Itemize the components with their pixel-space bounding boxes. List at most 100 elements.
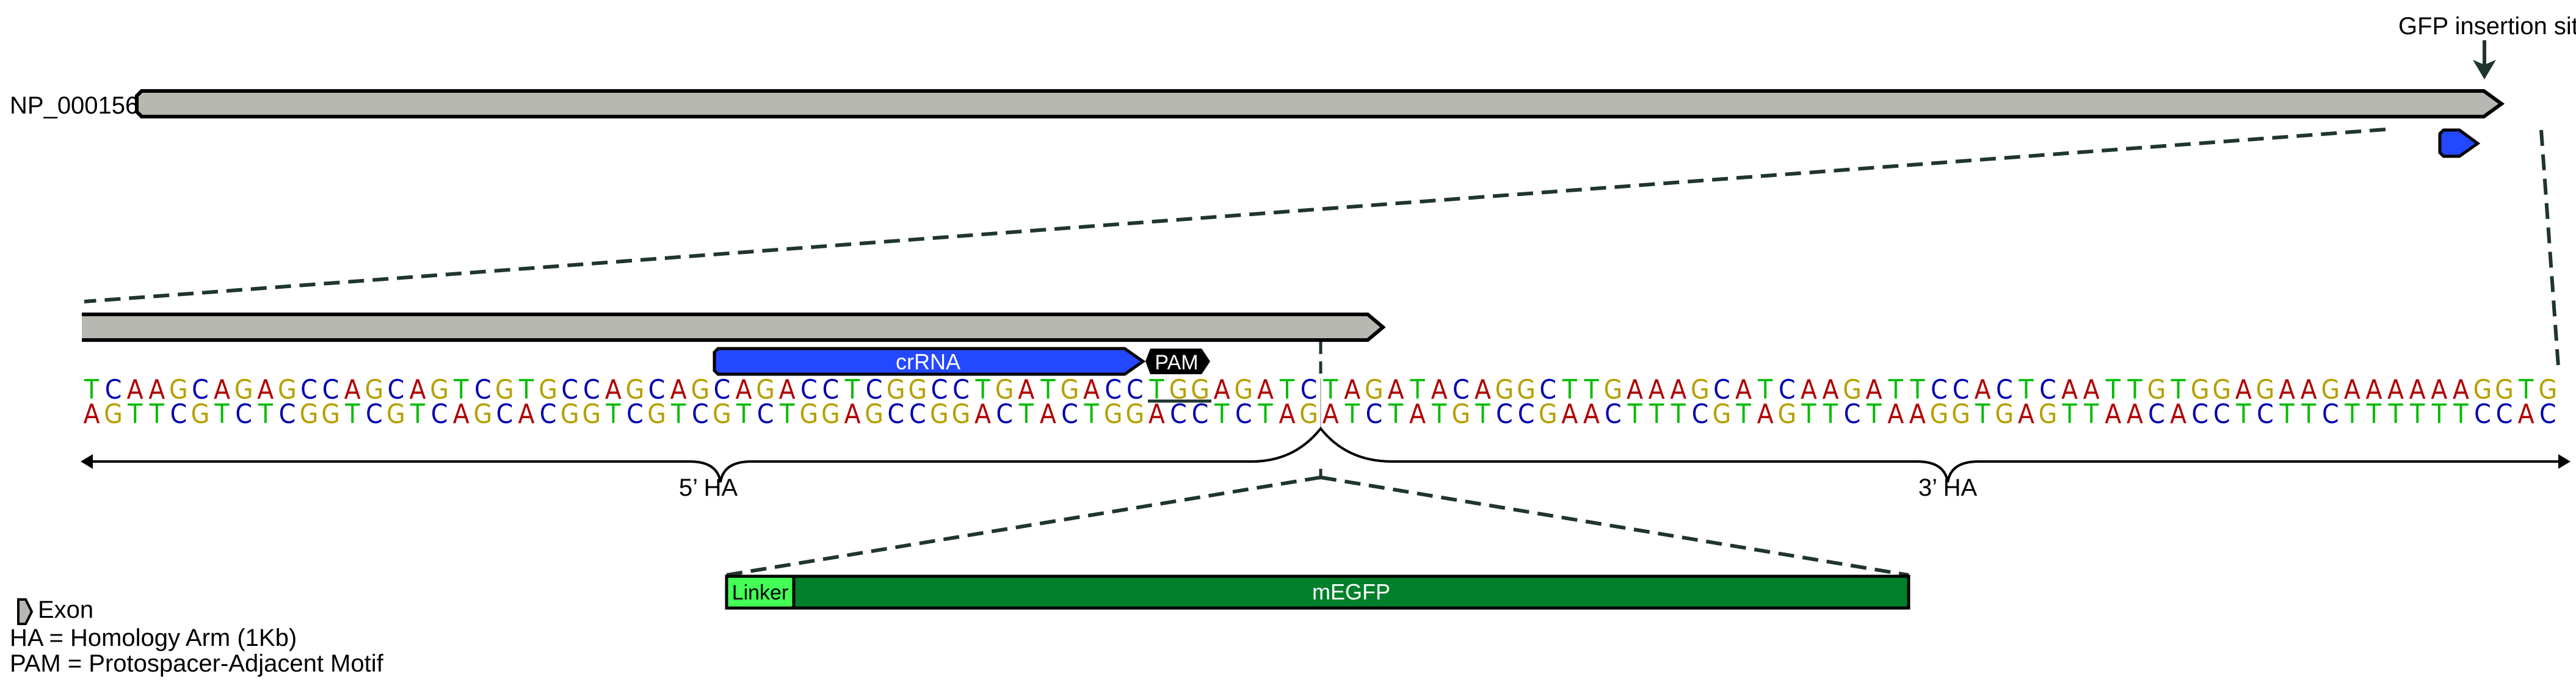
bottom-strand-base: C [1235,399,1252,430]
bottom-strand-base: A [1148,399,1165,430]
bottom-strand-base: T [2366,399,2382,430]
bottom-strand-base: A [1757,399,1774,430]
top-strand-base: A [2453,374,2469,405]
top-strand-base: A [1866,374,1882,405]
top-strand-base: T [1410,374,1426,405]
bottom-strand-base: A [1887,399,1904,430]
bottom-strand-base: T [1084,399,1100,430]
bottom-strand-base: T [1866,399,1882,430]
top-strand-base: A [148,374,165,405]
top-strand-base: A [2409,374,2426,405]
bottom-strand-base: G [300,399,319,430]
bottom-strand-base: G [1539,399,1558,430]
top-strand-base: C [1996,374,2013,405]
bottom-strand-base: G [952,399,971,430]
top-strand-base: T [1757,374,1773,405]
bottom-strand-base: T [1975,399,1990,430]
left-arrow-icon [81,454,93,469]
top-strand-base: C [192,374,209,405]
bottom-strand-base: A [83,399,100,430]
bottom-strand-base: G [1713,399,1732,430]
bottom-strand-base: C [996,399,1013,430]
top-strand-base: G [2495,374,2514,405]
bottom-strand-base: T [1823,399,1838,430]
bottom-strand-base: C [2539,399,2556,430]
bottom-strand-base: C [2257,399,2274,430]
top-strand-base: C [648,374,666,405]
bottom-strand-base: T [2301,399,2317,430]
top-strand-base: A [735,374,752,405]
top-strand-base: A [1627,374,1643,405]
top-strand-base: C [1105,374,1122,405]
top-strand-base: G [278,374,297,405]
bottom-strand-base: G [799,399,818,430]
bottom-strand-base: A [1322,399,1339,430]
top-strand-base: G [626,374,645,405]
bottom-strand-base: C [757,399,774,430]
top-strand-base: G [234,374,253,405]
bottom-strand-base: C [1061,399,1078,430]
bottom-strand-base: G [1951,399,1970,430]
bottom-strand-base: G [647,399,666,430]
bottom-strand-base: G [713,399,731,430]
top-strand-base: C [1453,374,1470,405]
top-strand-base: A [1431,374,1448,405]
bottom-strand-base: G [473,399,492,430]
bottom-strand-base: A [974,399,991,430]
top-strand-base: A [779,374,796,405]
bottom-strand-base: A [453,399,470,430]
top-strand-base: C [1779,374,1796,405]
pam-label: PAM [1155,351,1198,374]
linker-label: Linker [732,581,789,604]
bottom-strand-base: G [104,399,123,430]
bottom-strand-base: T [344,399,360,430]
bottom-strand-base: A [1409,399,1426,430]
top-strand-base: G [1061,374,1079,405]
top-strand-base: A [670,374,687,405]
exon-legend-icon [17,598,34,625]
top-strand-base: C [822,374,840,405]
top-strand-base: C [561,374,578,405]
bottom-strand-base: G [321,399,340,430]
bottom-strand-base: G [930,399,949,430]
megfp-label: mEGFP [1312,579,1390,604]
top-strand-base: T [518,374,534,405]
top-strand-base: C [1953,374,1970,405]
bottom-strand-base: G [582,399,601,430]
top-strand-base: T [844,374,860,405]
top-strand-base: C [714,374,731,405]
bottom-strand-base: T [2344,399,2360,430]
top-strand-base: A [2235,374,2252,405]
bottom-strand-base: C [1605,399,1622,430]
bottom-strand-base: G [1299,399,1318,430]
top-strand-base: G [1604,374,1623,405]
bottom-strand-base: G [561,399,579,430]
bottom-strand-base: C [1518,399,1535,430]
top-strand-base: G [1495,374,1514,405]
legend-pam: PAM = Protospacer-Adjacent Motif [10,650,384,677]
top-strand-base: G [908,374,927,405]
bottom-strand-base: C [496,399,513,430]
top-strand-base: G [2212,374,2231,405]
bottom-strand-base: C [626,399,644,430]
top-strand-base: T [1279,374,1295,405]
bottom-strand-base: T [410,399,426,430]
bottom-strand-base: T [1257,399,1273,430]
top-strand-base: T [1040,374,1056,405]
top-strand-base: T [2105,374,2121,405]
bottom-strand-base: G [1104,399,1123,430]
crrna-label: crRNA [896,349,960,374]
bottom-strand-base: T [2235,399,2251,430]
bottom-strand-base: C [1692,399,1709,430]
top-strand-base: A [1083,374,1100,405]
top-strand-base: A [2083,374,2100,405]
bottom-strand-base: C [1844,399,1861,430]
top-strand-base: A [2344,374,2360,405]
gene-exon-bar [135,89,2505,118]
top-strand-base: C [583,374,600,405]
bottom-strand-base: T [149,399,165,430]
bottom-strand-base: T [2279,399,2295,430]
top-strand-base: A [1475,374,1491,405]
top-strand-base: C [866,374,883,405]
